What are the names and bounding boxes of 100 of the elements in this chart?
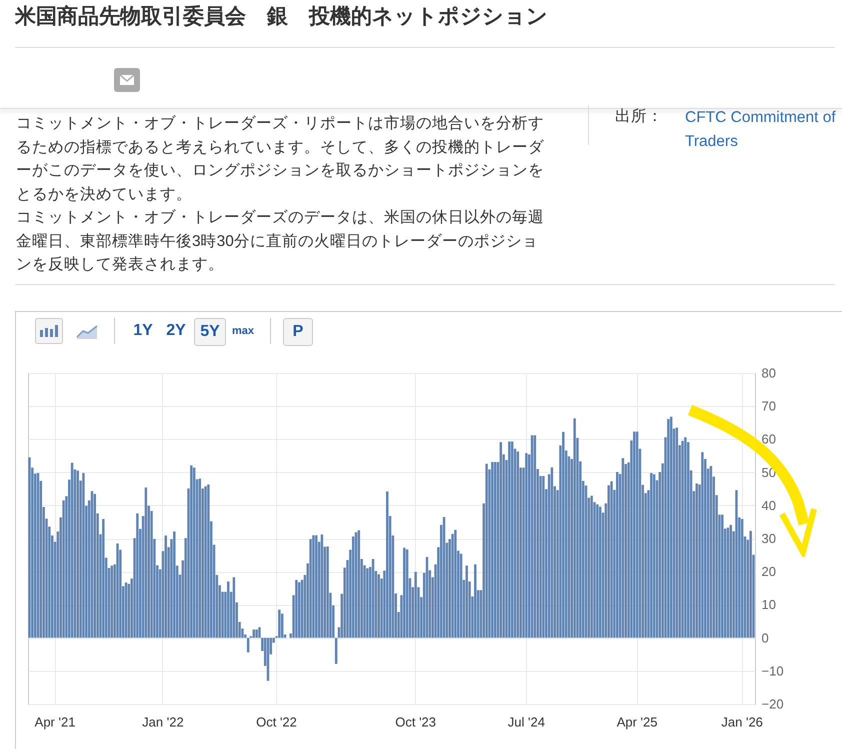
bar xyxy=(366,568,369,638)
bar xyxy=(136,513,139,638)
bar xyxy=(403,548,406,638)
text: 出所： xyxy=(615,107,663,127)
y-tick-label: 10 xyxy=(762,597,776,612)
bar xyxy=(573,418,576,638)
bar xyxy=(190,465,193,638)
bar xyxy=(542,476,545,638)
bar xyxy=(326,546,329,638)
y-tick-label: 0 xyxy=(762,630,769,646)
y-tick-label: 20 xyxy=(762,564,776,580)
bar xyxy=(740,518,744,638)
bar xyxy=(650,472,652,638)
bar xyxy=(696,484,698,638)
text: P xyxy=(283,318,313,346)
bar xyxy=(110,566,114,638)
text: 5Y xyxy=(194,318,226,346)
bar xyxy=(227,582,230,638)
bar xyxy=(633,432,636,638)
bar xyxy=(255,630,258,638)
bar xyxy=(610,481,613,638)
bar xyxy=(622,458,624,638)
bar xyxy=(730,524,732,638)
bar xyxy=(701,452,704,638)
bar xyxy=(358,530,360,638)
bar xyxy=(534,435,536,638)
bar xyxy=(485,464,488,638)
bar xyxy=(491,462,494,638)
bar xyxy=(320,534,324,638)
y-tick-label: 40 xyxy=(762,498,776,513)
bar xyxy=(454,530,457,638)
y-tick-label: 70 xyxy=(762,398,776,414)
bar xyxy=(82,472,85,638)
bar xyxy=(252,630,255,638)
bar xyxy=(144,488,148,638)
bar xyxy=(192,468,196,638)
bar xyxy=(76,470,79,638)
text: max xyxy=(230,324,256,339)
bar xyxy=(710,466,712,638)
y-tick-label: 60 xyxy=(762,432,776,447)
bar xyxy=(494,462,496,638)
bar xyxy=(721,514,724,638)
bar xyxy=(207,484,210,638)
x-tick-label: Oct '22 xyxy=(256,714,297,730)
bar xyxy=(508,442,511,638)
bar xyxy=(652,474,656,638)
bar xyxy=(309,539,312,638)
bar xyxy=(616,472,618,638)
x-tick-label: Apr '25 xyxy=(616,714,658,730)
bar xyxy=(636,432,638,638)
bar xyxy=(749,530,752,638)
bar xyxy=(670,416,672,638)
bar xyxy=(62,500,65,638)
bar xyxy=(598,506,602,638)
x-tick-label: Apr '21 xyxy=(34,714,76,730)
y-tick-label: −20 xyxy=(762,696,784,712)
bar xyxy=(232,577,236,638)
bar xyxy=(726,528,730,638)
bar xyxy=(386,492,388,638)
bar xyxy=(278,610,281,638)
chart-title: 米国商品先物取引委員会 銀 投機的ネットポジション xyxy=(15,4,548,30)
x-tick-label: Jan '22 xyxy=(142,714,184,730)
text: 2Y xyxy=(165,321,187,341)
bar xyxy=(684,437,687,638)
text: 1Y xyxy=(132,321,154,341)
bar xyxy=(334,638,338,664)
bar xyxy=(94,494,96,638)
bar xyxy=(596,504,599,638)
bar xyxy=(460,554,462,638)
bar xyxy=(474,564,476,638)
text: CFTC Commitment of Traders xyxy=(685,108,837,152)
x-tick-label: Jan '26 xyxy=(721,714,763,730)
bar xyxy=(608,485,610,638)
bar xyxy=(372,559,374,638)
bar xyxy=(414,572,417,638)
bar xyxy=(164,536,167,638)
bar xyxy=(298,582,300,638)
y-tick-label: 30 xyxy=(762,531,776,546)
bar xyxy=(500,442,502,638)
bar xyxy=(406,549,408,638)
bar xyxy=(280,614,284,638)
bar xyxy=(510,442,514,638)
y-tick-label: 80 xyxy=(762,366,776,380)
bar xyxy=(312,535,315,638)
bar xyxy=(295,580,298,638)
bar xyxy=(466,566,468,638)
bar xyxy=(198,478,202,638)
bar xyxy=(590,496,593,638)
y-tick-label: −10 xyxy=(762,663,784,678)
text: コミットメント・オブ・トレーダーズのデータは、米国の休日以外の毎週金曜日、東部標準時午後3時30分に直前の火曜日のトレーダーのポジションを反映して発表されます。 xyxy=(16,208,545,275)
bar xyxy=(90,491,94,638)
bar xyxy=(525,453,528,638)
bar xyxy=(102,518,105,638)
bar xyxy=(562,432,564,638)
bar xyxy=(315,535,318,638)
bar xyxy=(676,428,678,638)
bar xyxy=(530,435,534,638)
bar xyxy=(451,534,454,638)
bar xyxy=(70,462,74,638)
bar xyxy=(378,574,380,638)
